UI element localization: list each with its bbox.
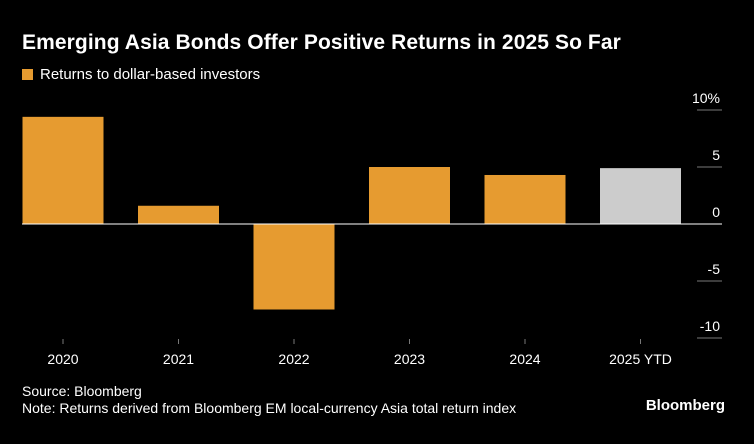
x-tick-label: 2025 YTD	[609, 351, 672, 367]
y-tick-label: 5	[712, 147, 720, 163]
methodology-note: Note: Returns derived from Bloomberg EM …	[22, 400, 517, 416]
bar	[484, 174, 566, 224]
bloomberg-logo: Bloomberg	[645, 397, 725, 414]
bar	[138, 205, 219, 224]
bar	[600, 168, 681, 224]
x-tick-label: 2020	[47, 351, 78, 367]
legend: Returns to dollar-based investors	[22, 66, 260, 83]
legend-swatch	[22, 69, 33, 80]
y-tick-label: 10%	[692, 90, 720, 106]
y-tick-label: 0	[712, 204, 720, 220]
x-tick-label: 2023	[394, 351, 425, 367]
bar	[369, 167, 450, 224]
bar	[253, 224, 335, 310]
legend-label: Returns to dollar-based investors	[40, 66, 261, 83]
chart-title: Emerging Asia Bonds Offer Positive Retur…	[22, 31, 621, 54]
source-note: Source: Bloomberg	[22, 383, 142, 399]
footer: Source: Bloomberg Note: Returns derived …	[22, 383, 516, 417]
x-tick-label: 2024	[509, 351, 540, 367]
x-tick-label: 2021	[163, 351, 194, 367]
y-tick-label: -5	[708, 261, 721, 277]
x-tick-label: 2022	[278, 351, 309, 367]
y-tick-label: -10	[700, 318, 720, 334]
bar	[22, 116, 104, 224]
